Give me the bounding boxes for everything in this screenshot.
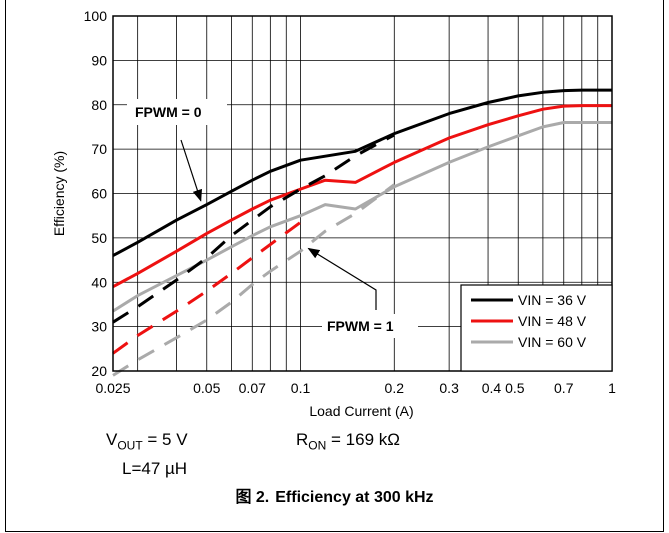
x-tick-label: 0.4 0.5 xyxy=(482,380,525,396)
x-tick-label: 0.7 xyxy=(554,380,574,396)
series-line-1 xyxy=(112,88,612,257)
y-tick-label: 80 xyxy=(91,97,107,113)
annotation-bg xyxy=(322,314,418,338)
figure-number: 图 2. xyxy=(235,489,270,506)
plot-border xyxy=(112,15,613,372)
figure-title: Efficiency at 300 kHz xyxy=(275,489,434,506)
ron-condition: RON = 169 kΩ xyxy=(296,430,400,453)
annotation-fpwm1: FPWM = 1 xyxy=(327,318,394,334)
annotation-arrow-fpwm0 xyxy=(180,139,202,202)
x-tick-label: 0.3 xyxy=(439,380,459,396)
y-tick-label: 50 xyxy=(91,230,107,246)
annotation-bg xyxy=(127,99,227,125)
x-tick-label: 0.05 xyxy=(193,380,220,396)
inductor-condition: L=47 µH xyxy=(122,459,188,478)
x-tick-label: 1 xyxy=(608,380,616,396)
y-tick-label: 70 xyxy=(91,141,107,157)
y-tick-label: 30 xyxy=(91,319,107,335)
x-axis-label: Load Current (A) xyxy=(309,403,413,419)
series-line-4 xyxy=(112,133,396,324)
legend-label-2: VIN = 48 V xyxy=(518,313,587,329)
legend-label-3: VIN = 60 V xyxy=(518,334,587,350)
annotation-arrow-fpwm1 xyxy=(307,247,377,310)
y-tick-label: 100 xyxy=(84,8,108,24)
series-line-5 xyxy=(112,221,302,355)
y-tick-label: 40 xyxy=(91,274,107,290)
legend-label-1: VIN = 36 V xyxy=(518,292,587,308)
efficiency-chart: 20 30 40 50 60 70 80 90 100 0.025 0.05 0.07 0.1 0.2 0.… xyxy=(51,8,616,419)
y-tick-label: 90 xyxy=(91,52,107,68)
x-tick-label: 0.025 xyxy=(95,380,130,396)
x-tick-label: 0.07 xyxy=(239,380,266,396)
series-line-2 xyxy=(112,104,612,289)
figure-caption: 图 2. Efficiency at 300 kHz xyxy=(0,483,669,507)
figure-frame xyxy=(5,0,664,532)
y-tick-label: 60 xyxy=(91,186,107,202)
series-line-6 xyxy=(112,183,396,377)
vout-condition: VOUT = 5 V xyxy=(106,430,188,453)
y-axis-label: Efficiency (%) xyxy=(51,151,67,236)
annotation-fpwm0: FPWM = 0 xyxy=(135,104,202,120)
y-tick-label: 20 xyxy=(91,363,107,379)
x-tick-label: 0.2 xyxy=(385,380,405,396)
x-tick-label: 0.1 xyxy=(291,380,311,396)
